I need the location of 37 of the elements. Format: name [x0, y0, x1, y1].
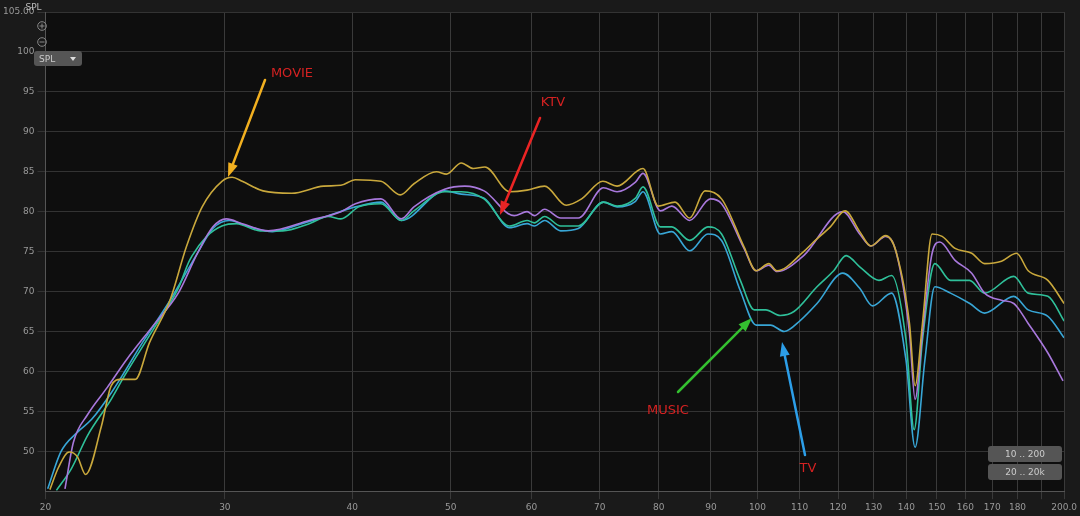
annotation: TV: [798, 460, 818, 476]
x-tick-label: 180: [1008, 501, 1027, 512]
annotation: SPL: [39, 53, 56, 64]
y-tick-label: 95: [23, 86, 35, 97]
annotation: KTV: [539, 94, 567, 110]
y-tick-label: 65: [23, 325, 35, 336]
x-tick-label: 160: [956, 501, 975, 512]
button: 20 .. 20k: [988, 464, 1062, 480]
y-tick-label: 85: [23, 166, 35, 177]
y-tick-label: 100: [17, 46, 35, 57]
x-tick-label: 60: [525, 501, 538, 512]
y-tick-label: 75: [23, 245, 35, 256]
dropdown-menu: SPL: [34, 51, 82, 66]
x-tick-label: 110: [791, 501, 809, 512]
x-tick-label: 20: [39, 501, 52, 512]
y-tick-label: 90: [23, 126, 35, 137]
x-tick-label: 90: [705, 501, 717, 512]
x-tick-label: 40: [346, 501, 359, 512]
annotation: MUSIC: [646, 402, 690, 418]
y-tick-label: 70: [23, 285, 35, 296]
x-tick-label: 30: [219, 501, 231, 512]
x-tick-label: 200.0: [1051, 501, 1078, 512]
x-tick-label: 120: [829, 501, 847, 512]
x-tick-label: 150: [928, 501, 946, 512]
x-tick-label: 130: [864, 501, 883, 512]
y-tick-label: 60: [23, 365, 35, 376]
x-tick-label: 50: [445, 501, 457, 512]
x-tick-label: 70: [593, 501, 606, 512]
x-tick-label: 170: [983, 501, 1002, 512]
x-tick-label: 140: [897, 501, 916, 512]
y-tick-label: 50: [23, 445, 35, 456]
button: 10 .. 200: [988, 446, 1062, 462]
x-tick-label: 80: [653, 501, 665, 512]
x-tick-label: 100: [748, 501, 767, 512]
annotation: MOVIE: [269, 65, 315, 81]
y-tick-label: 55: [23, 405, 35, 416]
y-tick-label: 80: [23, 206, 35, 217]
